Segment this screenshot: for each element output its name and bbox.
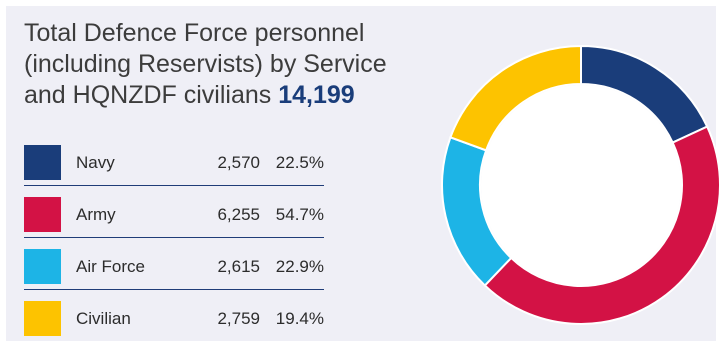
title-line-1: Total Defence Force personnel (24, 19, 365, 47)
donut-slice-civilian (449, 44, 582, 152)
legend-row-navy: Navy 2,570 22.5% (24, 134, 324, 186)
legend-divider (24, 185, 324, 186)
legend-swatch-civilian (24, 301, 61, 336)
legend-value-civilian: 2,759 (217, 309, 260, 328)
legend-pct-army: 54.7% (275, 205, 324, 224)
legend-divider (24, 237, 324, 238)
legend-swatch-army (24, 197, 61, 232)
legend: Navy 2,570 22.5% Army 6,255 54.7% Air Fo… (24, 134, 324, 342)
legend-value-army: 6,255 (217, 205, 260, 224)
donut-slice-army (483, 125, 721, 325)
legend-row-army: Army 6,255 54.7% (24, 186, 324, 238)
legend-label-army: Army (76, 205, 116, 224)
legend-label-air-force: Air Force (76, 257, 145, 276)
title-line-3: and HQNZDF civilians 14,199 (24, 80, 454, 111)
legend-label-civilian: Civilian (76, 309, 131, 328)
legend-value-navy: 2,570 (217, 153, 260, 172)
chart-title: Total Defence Force personnel (including… (24, 18, 454, 111)
legend-swatch-navy (24, 145, 61, 180)
legend-swatch-air-force (24, 249, 61, 284)
legend-label-navy: Navy (76, 153, 115, 172)
donut-chart (441, 44, 721, 325)
title-line-3-text: and HQNZDF civilians (24, 81, 272, 109)
title-line-2: (including Reservists) by Service (24, 50, 387, 78)
legend-pct-air-force: 22.9% (275, 257, 324, 276)
legend-pct-civilian: 19.4% (275, 309, 324, 328)
legend-row-civilian: Civilian 2,759 19.4% (24, 290, 324, 342)
legend-value-air-force: 2,615 (217, 257, 260, 276)
legend-row-air-force: Air Force 2,615 22.9% (24, 238, 324, 290)
donut-hole (481, 85, 681, 285)
legend-pct-navy: 22.5% (275, 153, 324, 172)
legend-divider (24, 289, 324, 290)
total-count: 14,199 (278, 81, 355, 109)
chart-panel: Total Defence Force personnel (including… (6, 6, 721, 342)
